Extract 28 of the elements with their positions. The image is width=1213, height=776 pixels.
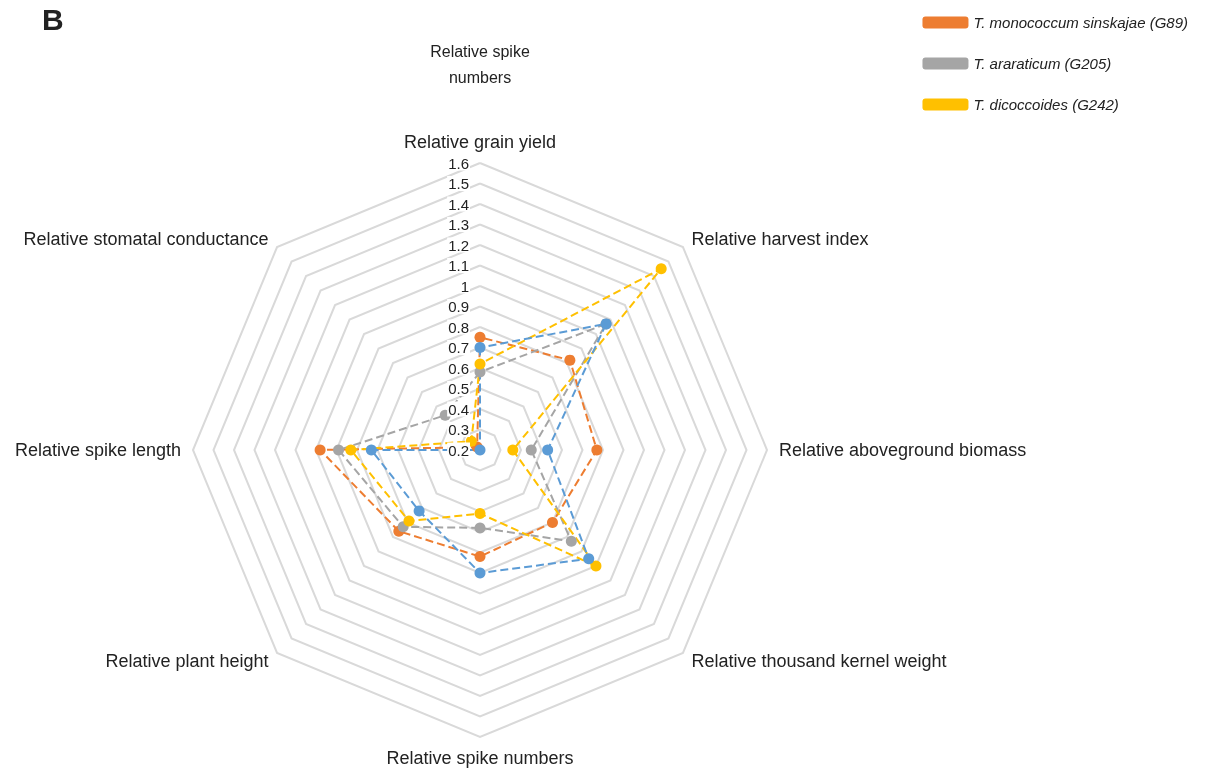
spoke-label: Relative spike numbers: [386, 748, 574, 768]
y-tick-label: 1.1: [448, 257, 469, 274]
y-tick-label: 0.6: [448, 359, 469, 377]
legend-label: T. dicoccoides (G242): [973, 96, 1119, 113]
y-tick-label: 1.5: [448, 175, 469, 192]
y-tick-label: 0.7: [448, 339, 469, 356]
y-tick-label: 0.3: [448, 421, 469, 438]
legend-label: T. araraticum (G205): [973, 55, 1112, 72]
y-tick-label: 0.4: [448, 400, 469, 418]
y-tick-label: 1: [460, 277, 469, 295]
text: B: [42, 2, 64, 36]
spoke-label: Relative thousand kernel weight: [691, 651, 947, 672]
y-tick-label: 0.8: [448, 318, 469, 336]
text: Relative spike numbers: [430, 42, 530, 86]
legend-label: T. monococcum sinskajae (G89): [973, 14, 1189, 31]
y-tick-label: 0.2: [448, 441, 469, 459]
y-tick-label: 0.5: [448, 380, 469, 397]
y-tick-label: 1.4: [448, 195, 469, 213]
spoke-label: Relative aboveground biomass: [779, 440, 1027, 460]
spoke-label: Relative harvest index: [691, 228, 869, 249]
spoke-label: Relative stomatal conductance: [23, 228, 269, 249]
spoke-label: Relative grain yield: [403, 132, 557, 152]
y-tick-label: 0.9: [448, 298, 469, 315]
spoke-label: Relative spike length: [14, 440, 181, 460]
spoke-label: Relative plant height: [105, 651, 269, 672]
y-tick-label: 1.2: [448, 236, 469, 254]
y-tick-label: 1.3: [448, 216, 469, 233]
y-tick-label: 1.6: [448, 154, 469, 172]
